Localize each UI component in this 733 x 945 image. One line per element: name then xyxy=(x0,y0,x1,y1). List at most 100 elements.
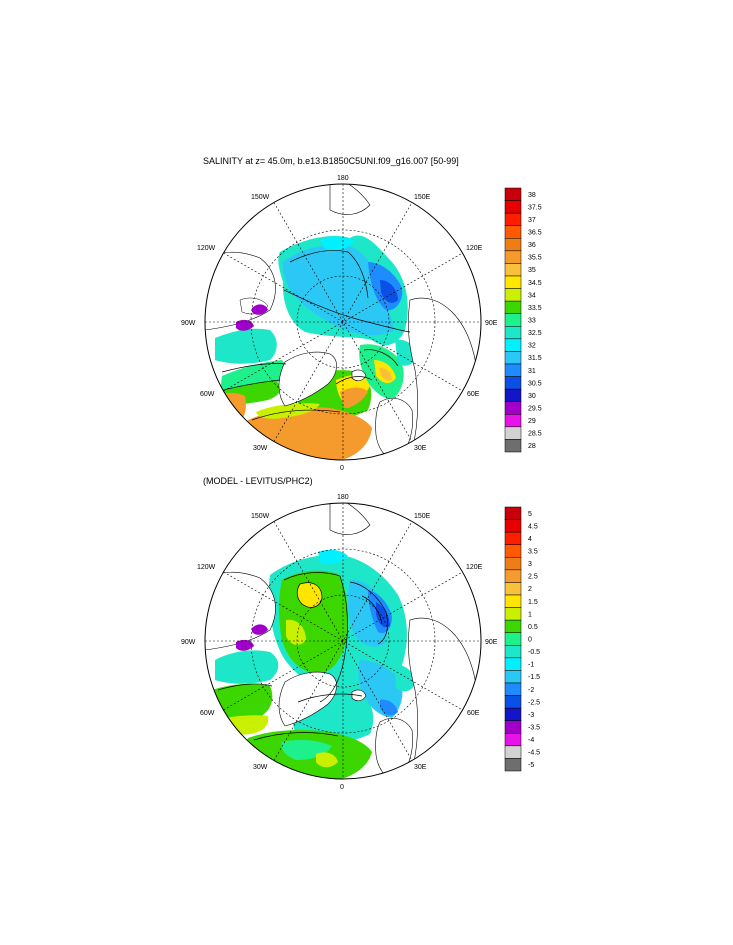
colorbar-swatch xyxy=(504,401,522,415)
colorbar-label: 36 xyxy=(528,242,536,249)
colorbar-swatch xyxy=(504,300,522,314)
colorbar-swatch xyxy=(504,707,522,721)
colorbar-label: 35.5 xyxy=(528,255,542,262)
panel2-map-border xyxy=(204,502,482,780)
lon-label-90e: 90E xyxy=(485,639,498,646)
lon-label-30w: 30W xyxy=(253,445,268,452)
lon-label-180: 180 xyxy=(337,494,349,501)
colorbar-swatch xyxy=(504,619,522,633)
colorbar-label: 34 xyxy=(528,292,536,299)
colorbar-label: -1 xyxy=(528,662,534,669)
colorbar-label: 30 xyxy=(528,393,536,400)
colorbar-swatch xyxy=(504,351,522,365)
colorbar-swatch xyxy=(504,531,522,545)
colorbar-label: 32.5 xyxy=(528,330,542,337)
greenland-land xyxy=(278,351,337,407)
colorbar-swatch xyxy=(504,695,522,709)
colorbar-label: 37 xyxy=(528,217,536,224)
colorbar-swatch xyxy=(504,519,522,533)
colorbar-label: 28.5 xyxy=(528,431,542,438)
colorbar-swatch xyxy=(504,250,522,264)
colorbar-swatch xyxy=(504,426,522,440)
colorbar-label: -4.5 xyxy=(528,750,540,757)
colorbar-label: 33 xyxy=(528,318,536,325)
colorbar-label: 4.5 xyxy=(528,523,538,530)
colorbar-swatch xyxy=(504,187,522,201)
lon-label-150e: 150E xyxy=(414,194,431,201)
colorbar-label: 5 xyxy=(528,511,532,518)
colorbar-label: 1.5 xyxy=(528,599,538,606)
colorbar-label: 0.5 xyxy=(528,624,538,631)
colorbar-swatch xyxy=(504,569,522,583)
colorbar-swatch xyxy=(504,745,522,759)
colorbar-swatch xyxy=(504,439,522,453)
lon-label-120e: 120E xyxy=(466,564,483,571)
lon-label-60w: 60W xyxy=(200,710,215,717)
colorbar-label: 29.5 xyxy=(528,406,542,413)
panel2-graticule xyxy=(205,503,481,779)
colorbar-swatch xyxy=(504,632,522,646)
colorbar-swatch xyxy=(504,720,522,734)
colorbar-label: 0 xyxy=(528,637,532,644)
colorbar-label: 34.5 xyxy=(528,280,542,287)
colorbar-swatch xyxy=(504,225,522,239)
colorbar-swatch xyxy=(504,238,522,252)
colorbar-swatch xyxy=(504,388,522,402)
colorbar-swatch xyxy=(504,414,522,428)
colorbar-label: 31 xyxy=(528,368,536,375)
panel1-map xyxy=(204,183,482,461)
colorbar-swatch xyxy=(504,363,522,377)
colorbar-label: 35 xyxy=(528,267,536,274)
colorbar-swatch xyxy=(504,670,522,684)
colorbar-label: 31.5 xyxy=(528,355,542,362)
panel2-colorbar: 5 4.5 4 3.5 3 2.5 2 1.5 1 0.5 0 -0.5 -1 -1.5 -2 -2.5 -3 -… xyxy=(504,506,540,772)
greenland-land xyxy=(278,671,337,727)
lon-label-120w: 120W xyxy=(197,564,216,571)
colorbar-swatch xyxy=(504,313,522,327)
colorbar-label: 28 xyxy=(528,443,536,450)
lon-label-0: 0 xyxy=(340,465,344,472)
panel1-lon-labels: 180 0 90W 90E 150W 120W 60W 30W 150E 120… xyxy=(181,175,498,472)
colorbar-label: 32 xyxy=(528,343,536,350)
lon-label-30w: 30W xyxy=(253,764,268,771)
colorbar-swatch xyxy=(504,338,522,352)
lon-label-120e: 120E xyxy=(466,245,483,252)
panel1-map-border xyxy=(204,183,482,461)
lon-label-150w: 150W xyxy=(251,513,270,520)
panel1-title: SALINITY at z= 45.0m, b.e13.B1850C5UNI.f… xyxy=(203,156,459,166)
lon-label-150e: 150E xyxy=(414,513,431,520)
colorbar-swatch xyxy=(504,657,522,671)
colorbar-label: -0.5 xyxy=(528,649,540,656)
colorbar-label: -2 xyxy=(528,687,534,694)
panel1-graticule xyxy=(205,184,481,460)
lon-label-30e: 30E xyxy=(414,764,427,771)
colorbar-swatch xyxy=(504,582,522,596)
lon-label-90w: 90W xyxy=(181,639,196,646)
svalbard-land xyxy=(351,369,367,382)
colorbar-label: -4 xyxy=(528,737,534,744)
colorbar-swatch xyxy=(504,645,522,659)
colorbar-swatch xyxy=(504,263,522,277)
panel2-lon-labels: 180 0 90W 90E 150W 120W 60W 30W 150E 120… xyxy=(181,494,498,791)
colorbar-label: -3.5 xyxy=(528,725,540,732)
colorbar-label: 29 xyxy=(528,418,536,425)
colorbar-swatch xyxy=(504,758,522,772)
colorbar-swatch xyxy=(504,376,522,390)
colorbar-swatch xyxy=(504,557,522,571)
colorbar-label: -5 xyxy=(528,762,534,769)
colorbar-label: 3.5 xyxy=(528,549,538,556)
colorbar-label: 2 xyxy=(528,586,532,593)
lon-label-90w: 90W xyxy=(181,320,196,327)
colorbar-label: 1 xyxy=(528,611,532,618)
lon-label-60w: 60W xyxy=(200,391,215,398)
colorbar-swatch xyxy=(504,594,522,608)
lon-label-30e: 30E xyxy=(414,445,427,452)
lon-label-60e: 60E xyxy=(467,710,480,717)
panel1-colorbar: 38 37.5 37 36.5 36 35.5 35 34.5 34 33.5 33 32.5 32 31… xyxy=(504,187,542,453)
colorbar-label: -1.5 xyxy=(528,674,540,681)
colorbar-label: 4 xyxy=(528,536,532,543)
colorbar-swatch xyxy=(504,506,522,520)
lon-label-60e: 60E xyxy=(467,391,480,398)
colorbar-label: 33.5 xyxy=(528,305,542,312)
